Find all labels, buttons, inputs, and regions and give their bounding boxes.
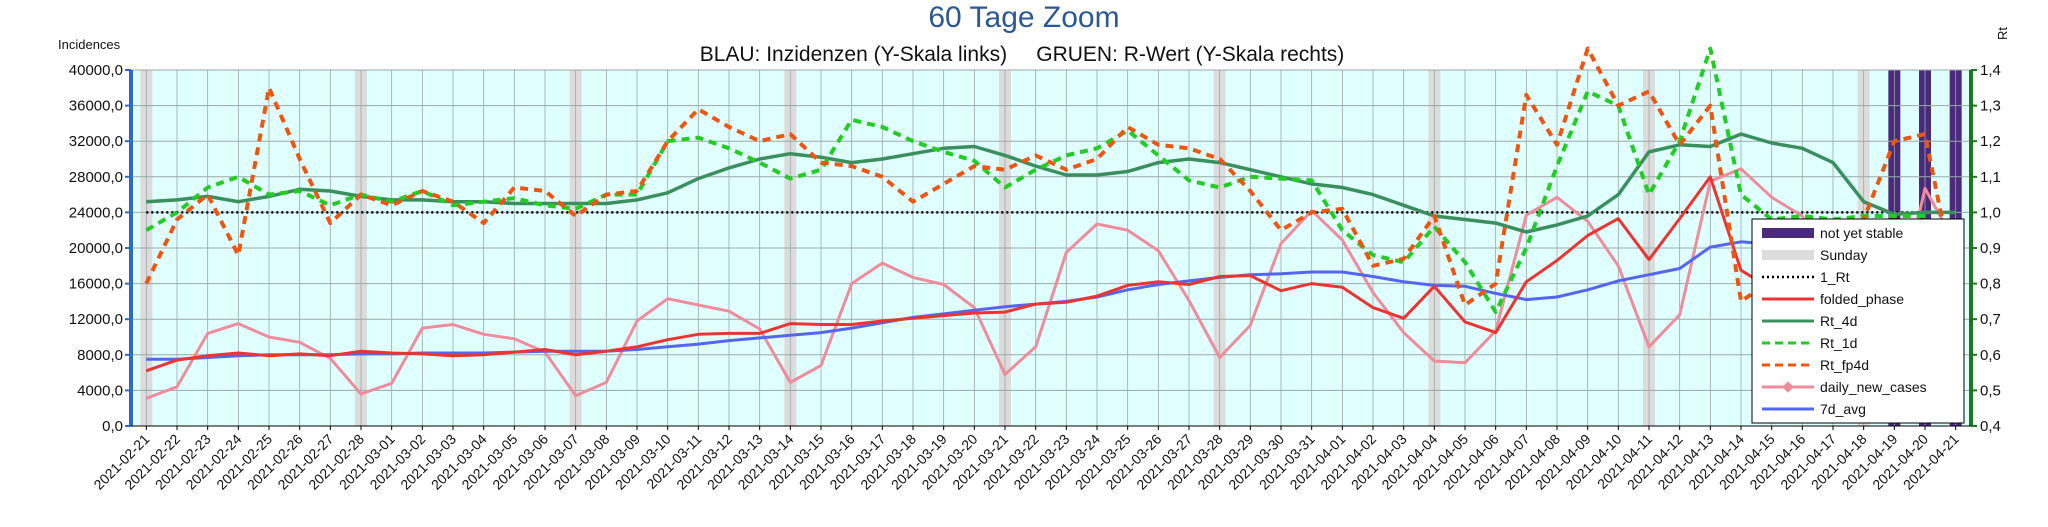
left-y-tick-label: 20000,0 [69,240,123,257]
x-ticks: 2021-02-212021-02-222021-02-232021-02-24… [90,426,1962,493]
right-axis-title: Rt [1995,27,2010,40]
left-y-tick-label: 40000,0 [69,62,123,79]
right-y-tick-label: 0,9 [1980,240,2001,257]
right-y-tick-label: 1,3 [1980,98,2001,115]
series-Rt-1d [145,46,1958,315]
series-Rt-fp4d [144,46,1958,350]
legend-label: 1_Rt [1820,269,1850,285]
legend-swatch [1762,228,1814,238]
right-y-ticks: 0,4 0,5 0,6 0,7 0,8 0,9 1,0 1,1 1,2 1,3 1,4 [1971,62,2001,435]
chart-title: 60 Tage Zoom [928,1,1119,34]
legend-label: 7d_avg [1820,401,1866,417]
legend-swatch [1762,250,1814,260]
grid-lines [131,69,1971,427]
left-y-tick-label: 28000,0 [69,169,123,186]
left-y-tick-label: 24000,0 [69,204,123,221]
legend-label: not yet stable [1820,225,1903,241]
right-y-tick-label: 1,4 [1980,62,2001,79]
left-y-tick-label: 4000,0 [77,382,123,399]
legend: not yet stable Sunday 1_Rt folded_phase Rt_4… [1751,218,1965,424]
left-y-ticks: 0,0 4000,0 8000,0 12000,0 16000,0 20000,0 2400… [69,62,131,435]
right-y-tick-label: 0,8 [1980,276,2001,293]
left-y-tick-label: 36000,0 [69,98,123,115]
chart-subtitle: BLAU: Inzidenzen (Y-Skala links) GRUEN: … [700,43,1345,66]
legend-label: Rt_fp4d [1820,357,1869,373]
right-y-tick-label: 0,6 [1980,347,2001,364]
legend-label: Rt_1d [1820,335,1857,351]
series-folded-phase [145,175,1957,373]
legend-label: Sunday [1820,247,1867,263]
left-y-tick-label: 16000,0 [69,276,123,293]
left-axis-title: Incidences [58,37,121,52]
right-y-tick-label: 0,7 [1980,311,2001,328]
right-y-tick-label: 1,2 [1980,133,2001,150]
legend-label: folded_phase [1820,291,1904,307]
right-y-tick-label: 1,0 [1980,204,2001,221]
right-y-tick-label: 0,4 [1980,418,2001,435]
legend-label: Rt_4d [1820,313,1857,329]
legend-label: daily_new_cases [1820,379,1927,395]
left-y-tick-label: 32000,0 [69,133,123,150]
series-lines [144,46,1958,400]
left-y-tick-label: 12000,0 [69,311,123,328]
left-y-tick-label: 8000,0 [77,347,123,364]
legend-marker [1782,381,1794,393]
right-y-tick-label: 0,5 [1980,382,2001,399]
left-y-tick-label: 0,0 [102,418,123,435]
right-y-tick-label: 1,1 [1980,169,2001,186]
series-daily-new-cases [145,167,1958,400]
